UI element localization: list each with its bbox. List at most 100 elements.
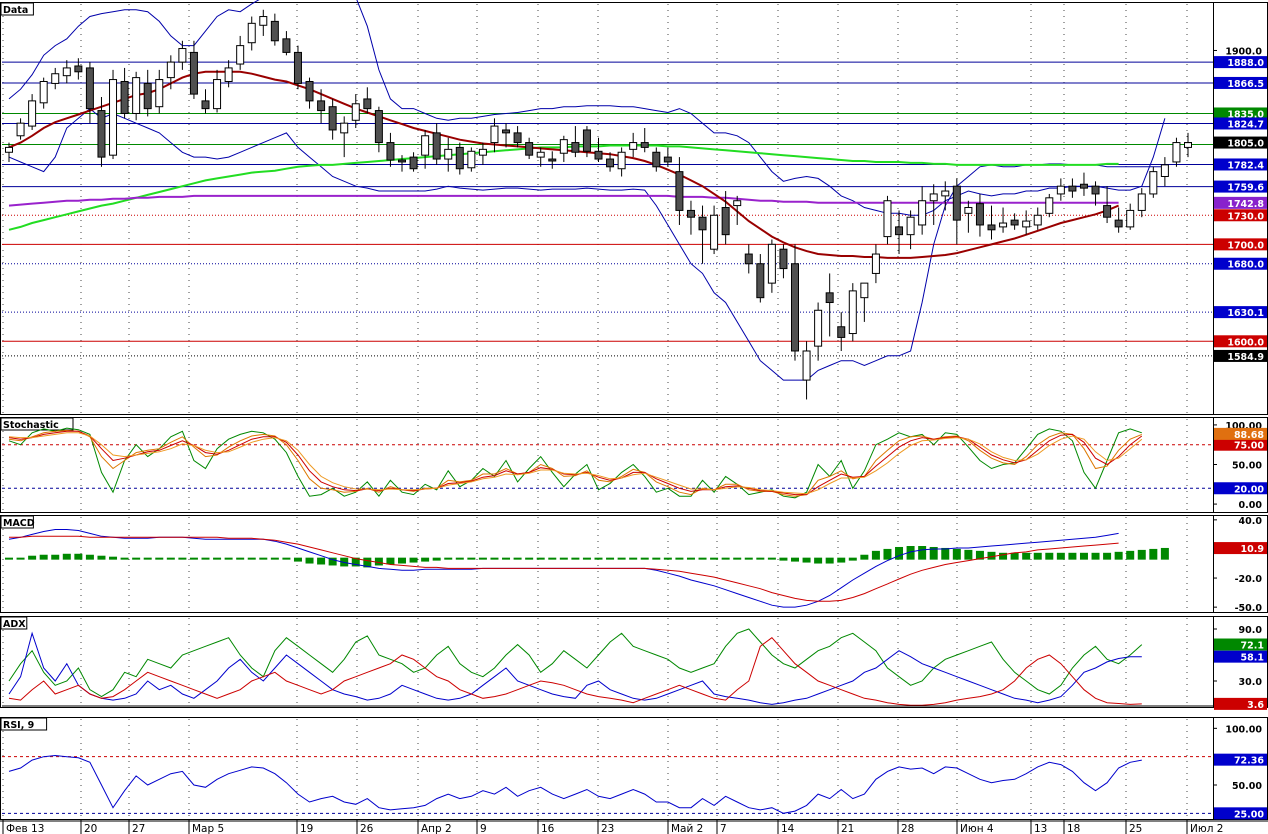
candle-body [999, 222, 1008, 228]
candle-body [686, 209, 695, 218]
candle [663, 147, 672, 167]
candle [860, 282, 869, 322]
candle [97, 97, 106, 167]
candle [571, 126, 580, 158]
candle-body [293, 51, 302, 84]
candle-body [155, 79, 164, 108]
macd-histogram-bar [1126, 550, 1135, 560]
macd-histogram-bar [351, 557, 360, 567]
x-axis: Фев 13 20 27 Мар 5 19 26 Апр 2 9 16 23 Май 2 7 14 21 2… [0, 819, 1268, 834]
candle [710, 205, 719, 255]
level-label-box [1214, 257, 1267, 270]
candle [814, 302, 823, 361]
bollinger-lower-line [8, 107, 1165, 381]
x-tick-label: Мар 5 [192, 823, 224, 834]
candle [120, 67, 129, 119]
panel-title-box [0, 515, 34, 529]
candle-body [120, 80, 129, 114]
x-tick-label: 19 [300, 823, 313, 834]
candle-body [1079, 183, 1088, 189]
level-label-box [1214, 349, 1267, 362]
candle-body [305, 80, 314, 102]
panel-title: Stochastic [3, 420, 59, 431]
macd-histogram-bar [733, 557, 742, 560]
candle [1056, 178, 1065, 201]
candle-body [51, 73, 60, 84]
candle-body [328, 106, 337, 131]
candle [883, 195, 892, 245]
candle [582, 126, 591, 158]
level-label: 1866.5 [1227, 79, 1264, 90]
macd-histogram-bar [617, 557, 626, 560]
candle-body [710, 214, 719, 250]
candle [109, 69, 118, 160]
candle [293, 45, 302, 90]
candle [62, 60, 71, 84]
candle [74, 58, 83, 80]
candle [432, 123, 441, 165]
candle-body [374, 110, 383, 144]
macd-histogram-bar [189, 557, 198, 560]
macd-histogram-bar [62, 553, 71, 560]
candle [351, 94, 360, 129]
macd-histogram-bar [1160, 547, 1169, 560]
adx-value-label-box [1214, 650, 1267, 663]
candle [178, 40, 187, 70]
candle-body [490, 125, 499, 144]
rsi-value-label: 72.36 [1234, 756, 1264, 767]
macd-histogram-bar [166, 557, 175, 560]
bollinger-upper-line [8, 0, 1166, 216]
macd-histogram-bar [721, 557, 730, 560]
macd-histogram-bar [906, 546, 915, 560]
macd-histogram-bar [802, 557, 811, 563]
candle [594, 137, 603, 162]
adx-value-label-box [1214, 638, 1267, 651]
macd-signal-line [9, 535, 1119, 602]
candle [675, 157, 684, 225]
level-label: 1759.6 [1227, 183, 1264, 194]
candle-body [409, 156, 418, 170]
macd-histogram-bar [305, 557, 314, 564]
price-y-tick-label: 1900.0 [1225, 46, 1262, 57]
macd-histogram-bar [675, 557, 684, 560]
macd-histogram-bar [409, 557, 418, 563]
macd-histogram-bar [386, 557, 395, 565]
candle-body [617, 151, 626, 170]
candle-body [502, 129, 511, 134]
stochastic-value-label-box [1214, 427, 1267, 440]
candle-body [432, 132, 441, 160]
candle-body [814, 309, 823, 347]
macd-histogram-bar [548, 557, 557, 560]
candle [791, 244, 799, 361]
macd-histogram-bar [652, 557, 661, 560]
candle-body [478, 148, 487, 156]
candle-body [143, 82, 152, 110]
adx-plus_di-line [8, 631, 1142, 705]
macd-histogram-bar [571, 557, 580, 560]
candle-body [1184, 142, 1192, 148]
macd-histogram-bar [39, 554, 48, 560]
candle [270, 13, 279, 46]
macd-histogram-bar [398, 557, 406, 564]
candle [213, 69, 222, 113]
adx-minus_di-line [8, 637, 1142, 706]
macd-histogram-bar [16, 557, 25, 560]
candle-body [513, 132, 522, 144]
macd-histogram-bar [883, 548, 892, 560]
candle-body [39, 80, 48, 104]
candle-body [871, 253, 880, 274]
macd-histogram-bar [1114, 551, 1123, 560]
candle [236, 35, 245, 70]
candle-body [1160, 164, 1169, 177]
macd-histogram-bar [432, 557, 441, 561]
x-tick-label: 16 [541, 823, 555, 834]
stochastic-level-label: 75.00 [1234, 441, 1264, 452]
candle [166, 55, 175, 90]
candle-body [1103, 205, 1112, 218]
candle [1022, 210, 1031, 235]
macd-histogram-bar [837, 557, 846, 563]
candle-body [779, 248, 788, 270]
candle-body [767, 243, 776, 284]
stochastic-level-label-box [1214, 482, 1267, 495]
macd-histogram-bar [1149, 548, 1158, 560]
